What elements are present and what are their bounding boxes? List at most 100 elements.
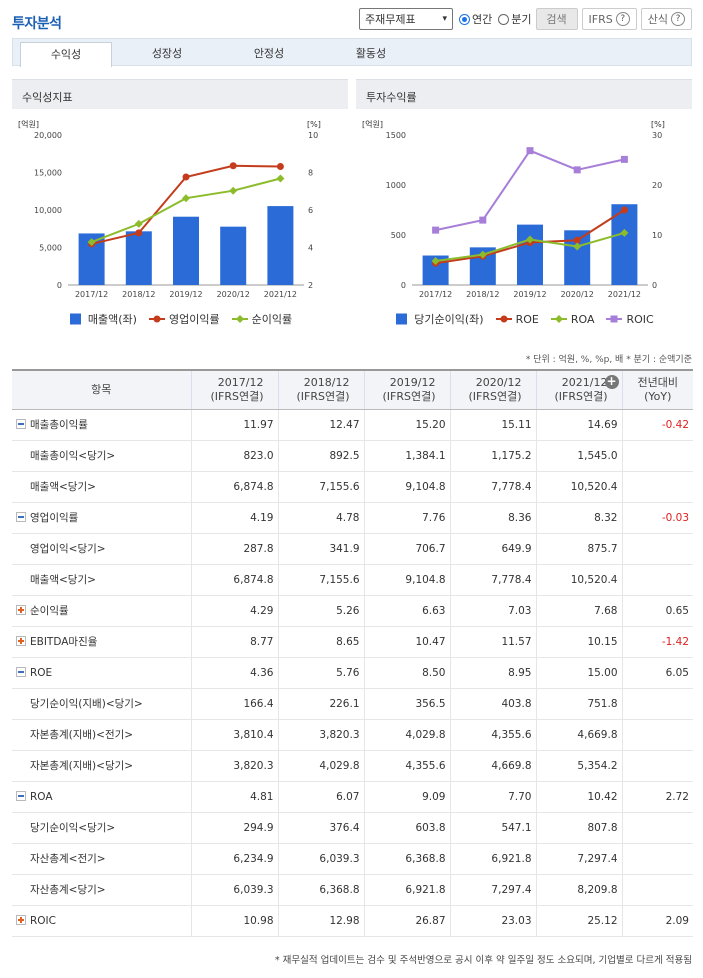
value-cell: 10,520.4 (535, 564, 622, 596)
col-header-period: 2020/12 (IFRS연결) (449, 369, 536, 410)
legend-bar-swatch (396, 313, 408, 325)
line-point (182, 173, 190, 181)
help-icon: ? (615, 12, 630, 26)
legend-item[interactable]: 순이익률 (231, 311, 293, 327)
value-cell: 649.9 (449, 533, 536, 565)
value-cell: 547.1 (449, 812, 536, 844)
y2-tick-label: 2 (308, 281, 313, 290)
value-cell: 8.77 (190, 626, 278, 658)
tab-stability[interactable]: 안정성 (253, 47, 285, 60)
collapse-icon[interactable] (16, 790, 26, 801)
yoy-cell (621, 440, 693, 472)
collapse-icon[interactable] (16, 666, 26, 677)
line-point (620, 228, 629, 237)
col-header-item: 항목 (12, 369, 191, 410)
row-label[interactable]: 매출총이익률 (12, 409, 191, 441)
radio-annual-dot[interactable] (459, 13, 471, 25)
value-cell: 1,384.1 (363, 440, 450, 472)
value-cell: 9,104.8 (363, 471, 450, 503)
row-label[interactable]: 순이익률 (12, 595, 191, 627)
profitability-chart-panel: 수익성지표 [억원] [%] 0 5,000 10,000 15,000 20,000 2 4 6… (12, 79, 348, 331)
value-cell: 6,368.8 (363, 843, 450, 875)
value-cell: 6,874.8 (190, 471, 278, 503)
value-cell: 3,820.3 (190, 750, 278, 782)
legend-item[interactable]: 매출액(좌) (68, 311, 137, 327)
col-header-period: 2018/12 (IFRS연결) (277, 369, 364, 410)
radio-quarter-dot[interactable] (498, 13, 510, 25)
value-cell: 706.7 (363, 533, 450, 565)
legend-swatch (69, 313, 81, 325)
row-label[interactable]: ROIC (12, 905, 191, 937)
radio-quarter[interactable]: 분기 (498, 11, 532, 27)
value-cell: 1,545.0 (535, 440, 622, 472)
line-point (479, 216, 487, 224)
value-cell: 376.4 (277, 812, 364, 844)
yoy-cell: -1.42 (621, 626, 693, 658)
legend-item[interactable]: 영업이익률 (148, 311, 220, 327)
col-header-period: 2021/12 (IFRS연결) + (535, 369, 622, 410)
value-cell: 6,921.8 (449, 843, 536, 875)
tab-profitability[interactable]: 수익성 (20, 42, 112, 67)
legend-item[interactable]: 당기순이익(좌) (394, 311, 484, 327)
collapse-icon[interactable] (16, 512, 26, 522)
formula-help-button[interactable]: 산식 ? (640, 8, 692, 30)
expand-columns-icon[interactable]: + (604, 374, 619, 389)
value-cell: 5.26 (277, 595, 364, 627)
legend-swatch (495, 315, 512, 323)
collapse-icon[interactable] (16, 419, 26, 429)
col-header-yoy: 전년대비 (YoY) (621, 369, 693, 410)
expand-icon[interactable] (16, 914, 26, 925)
value-cell: 356.5 (363, 688, 450, 720)
line-point (478, 250, 487, 259)
tab-growth[interactable]: 성장성 (151, 47, 183, 60)
line-point (134, 219, 143, 228)
legend-swatch (606, 315, 623, 323)
header-controls: 주재무제표 ▾ 연간 분기 검색 IFRS ? 산식 ? (359, 8, 692, 30)
value-cell: 3,810.4 (190, 719, 278, 751)
y-tick-label: 1500 (386, 131, 406, 140)
bar (267, 206, 294, 285)
search-button[interactable]: 검색 (535, 8, 578, 30)
value-cell: 226.1 (277, 688, 364, 720)
value-cell: 294.9 (190, 812, 278, 844)
y2-tick-label: 20 (652, 181, 662, 190)
legend-label: 순이익률 (251, 313, 293, 326)
row-label[interactable]: EBITDA마진율 (12, 626, 191, 658)
legend-marker (500, 315, 508, 323)
tab-activity[interactable]: 활동성 (355, 47, 387, 60)
expand-icon[interactable] (16, 605, 26, 615)
value-cell: 603.8 (363, 812, 450, 844)
value-cell: 8.36 (449, 502, 536, 534)
line-point (573, 242, 582, 251)
x-tick-label: 2019/12 (169, 290, 202, 299)
value-cell: 7.03 (449, 595, 536, 627)
row-label[interactable]: 영업이익률 (12, 502, 191, 534)
table-row: EBITDA마진율 8.77 8.65 10.47 11.57 10.15 -1.42 (12, 626, 693, 658)
y-tick-label: 500 (391, 231, 406, 240)
radio-annual[interactable]: 연간 (459, 11, 492, 27)
row-label[interactable]: ROA (12, 781, 191, 813)
bar (173, 216, 199, 285)
value-cell: 807.8 (535, 812, 622, 844)
expand-icon[interactable] (16, 636, 26, 646)
series-line (435, 149, 625, 232)
yoy-cell: 6.05 (621, 657, 693, 689)
value-cell: 4,029.8 (363, 719, 450, 751)
value-cell: 6,039.3 (277, 843, 364, 875)
legend-label: ROIC (626, 312, 654, 326)
legend-item[interactable]: ROE (495, 313, 539, 326)
x-tick-label: 2018/12 (122, 290, 155, 299)
value-cell: 6,368.8 (277, 874, 364, 906)
row-label[interactable]: ROE (12, 657, 191, 689)
value-cell: 1,175.2 (449, 440, 536, 472)
y2-tick-label: 0 (652, 281, 657, 290)
panel-title: 투자수익률 (356, 79, 692, 109)
table-row: 영업이익률 4.19 4.78 7.76 8.36 8.32 -0.03 (12, 502, 693, 534)
line-point (526, 235, 534, 244)
legend-item[interactable]: ROIC (606, 312, 654, 326)
legend-swatch (550, 315, 567, 323)
legend-item[interactable]: ROA (550, 313, 594, 326)
statement-select[interactable]: 주재무제표 ▾ (359, 8, 454, 30)
radio-quarter-label: 분기 (511, 13, 532, 26)
ifrs-help-button[interactable]: IFRS ? (581, 8, 637, 30)
